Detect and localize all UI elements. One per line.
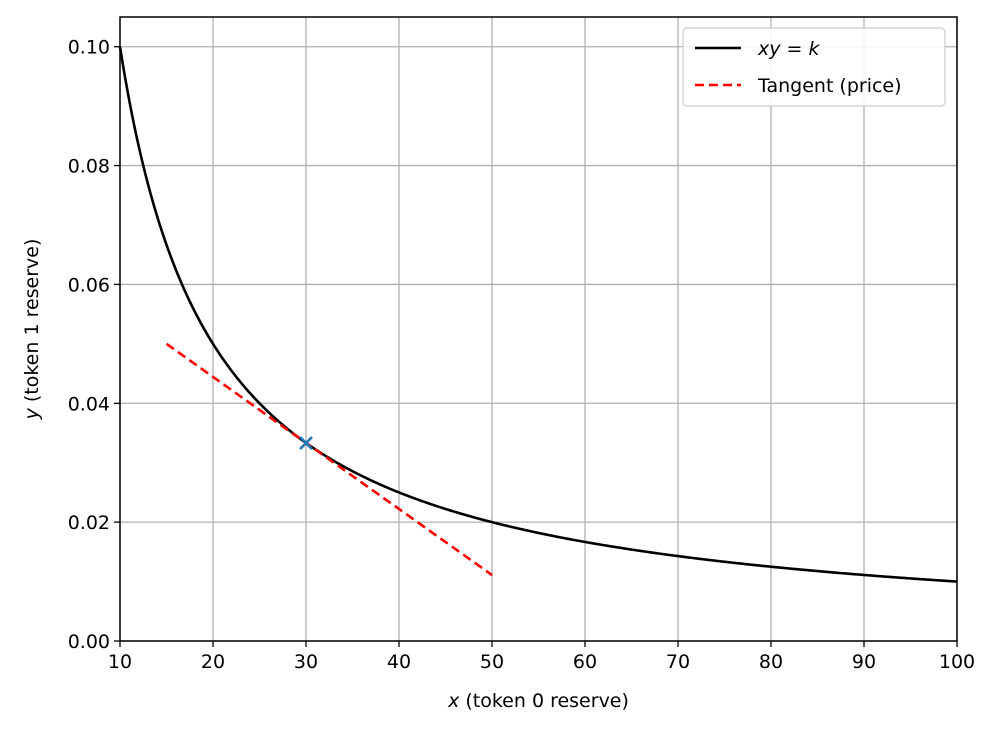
y-tick-label: 0.08: [68, 156, 110, 178]
x-tick-label: 60: [573, 651, 597, 673]
y-axis-label-text: (token 1 reserve): [21, 239, 43, 409]
legend-box: [682, 27, 946, 107]
axes-frame: [119, 16, 958, 642]
x-tick-label: 90: [852, 651, 876, 673]
x-tick-label: 20: [201, 651, 225, 673]
x-axis-label: x (token 0 reserve): [447, 690, 629, 712]
x-tick-label: 30: [294, 651, 318, 673]
y-axis-label-variable: y: [21, 407, 43, 420]
legend-label-tangent: Tangent (price): [757, 75, 902, 97]
legend: xy = k Tangent (price): [682, 27, 946, 107]
x-axis-label-text: (token 0 reserve): [459, 690, 629, 712]
series-line-xy-k: [118, 46, 958, 583]
x-tick-label: 10: [108, 651, 132, 673]
y-tick-label: 0.06: [68, 274, 110, 296]
marker-stroke: [299, 436, 313, 451]
ticks: 10 20 30 40 50 60 70 80 90 100 0.00 0.02 0.04 0.06 0.0…: [68, 37, 975, 673]
x-tick-label: 100: [939, 651, 975, 673]
series-line-tangent: [165, 342, 493, 577]
x-tick-label: 40: [387, 651, 411, 673]
x-axis-label-variable: x: [447, 690, 460, 712]
y-tick-label: 0.00: [68, 631, 110, 653]
y-tick-label: 0.04: [68, 393, 110, 415]
y-axis-label: y (token 1 reserve): [21, 239, 43, 421]
y-tick-label: 0.02: [68, 512, 110, 534]
y-tick-label: 0.10: [68, 37, 110, 59]
legend-label-xy-k: xy = k: [757, 38, 820, 60]
x-tick-label: 80: [759, 651, 783, 673]
plot-area: [118, 46, 958, 583]
tangent-point-marker: [299, 436, 313, 451]
x-tick-label: 70: [666, 651, 690, 673]
x-tick-label: 50: [480, 651, 504, 673]
